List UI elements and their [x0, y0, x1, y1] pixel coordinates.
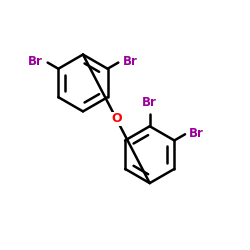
Text: O: O — [111, 112, 122, 125]
Text: Br: Br — [142, 96, 157, 110]
Text: Br: Br — [28, 55, 43, 68]
Text: Br: Br — [189, 126, 204, 140]
Text: Br: Br — [122, 55, 138, 68]
